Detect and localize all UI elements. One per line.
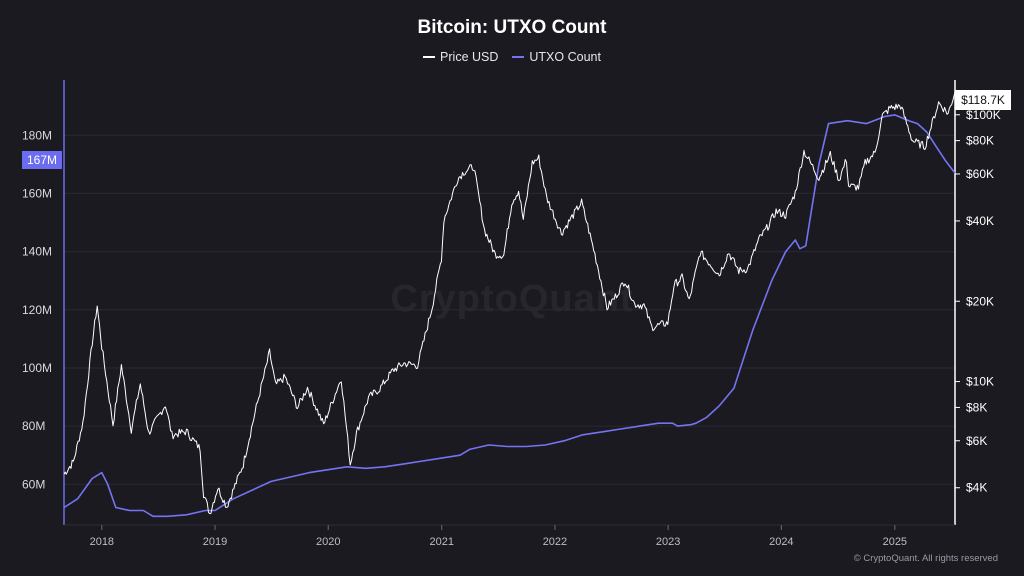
x-tick-label: 2023 [656,536,680,548]
x-tick-label: 2025 [883,536,907,548]
y-right-tick-label: $80K [966,134,994,148]
left-axis-ticks: 60M 80M 100M 120M 140M 160M 180M [22,128,52,491]
x-axis-ticks: 2018 2019 2020 2021 2022 2023 2024 2025 [90,525,907,548]
y-right-tick-label: $6K [966,434,987,448]
y-right-tick-label: $100K [966,108,1001,122]
chart-title: Bitcoin: UTXO Count [417,17,607,38]
legend-swatch-utxo [512,56,525,58]
y-right-tick-label: $8K [966,400,987,414]
y-right-tick-label: $10K [966,375,994,389]
current-price-badge: $118.7K [955,90,1011,110]
legend-item-utxo[interactable]: UTXO Count [512,50,601,64]
copyright-text: © CryptoQuant. All rights reserved [853,553,998,564]
current-utxo-badge: 167M [22,151,62,169]
legend-swatch-price [423,56,436,58]
legend-item-price[interactable]: Price USD [423,50,498,64]
legend: Price USD UTXO Count [0,50,1024,64]
y-left-tick-label: 120M [22,303,52,317]
y-left-tick-label: 180M [22,128,52,142]
x-tick-label: 2020 [316,536,340,548]
y-left-tick-label: 60M [22,477,45,491]
series-line-price-usd[interactable] [63,91,956,515]
series-line-utxo-count[interactable] [63,114,956,518]
legend-label-price: Price USD [440,50,499,64]
y-right-tick-label: $60K [966,167,994,181]
y-left-tick-label: 140M [22,245,52,259]
y-right-tick-label: $20K [966,294,994,308]
x-tick-label: 2019 [203,536,227,548]
legend-label-utxo: UTXO Count [529,50,601,64]
x-tick-label: 2018 [90,536,114,548]
y-left-tick-label: 160M [22,186,52,200]
right-axis-ticks: $4K $6K $8K $10K $20K $40K $60K $80K $100K [955,108,1001,495]
x-tick-label: 2021 [429,536,453,548]
y-left-tick-label: 100M [22,361,52,375]
y-left-tick-label: 80M [22,419,45,433]
x-tick-label: 2022 [543,536,567,548]
x-tick-label: 2024 [769,536,793,548]
gridlines [64,134,955,485]
y-right-tick-label: $40K [966,214,994,228]
y-right-tick-label: $4K [966,481,987,495]
